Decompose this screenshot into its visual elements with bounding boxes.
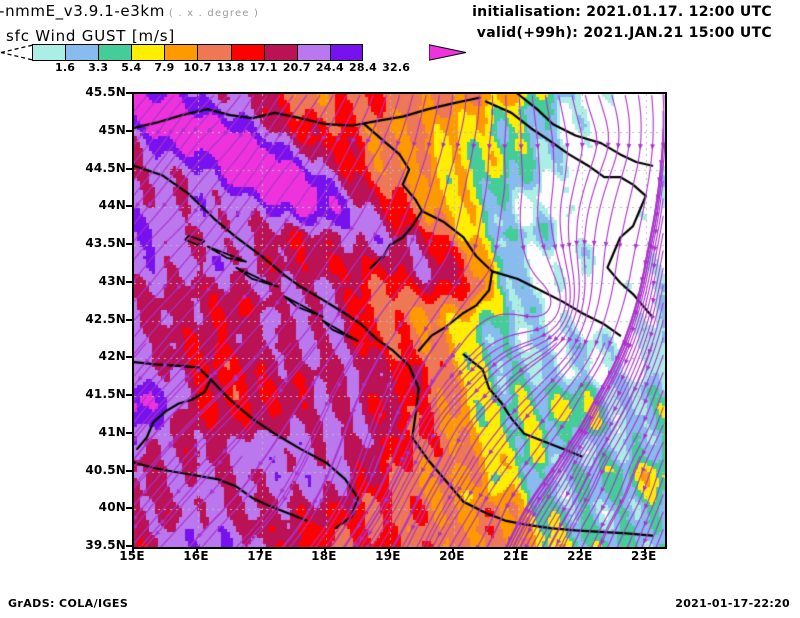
y-tick-44.5N: 44.5N (85, 160, 126, 175)
colorbar-band-6 (230, 44, 264, 61)
y-tick-mark-42.5N (126, 318, 132, 321)
y-tick-45.5N: 45.5N (85, 85, 126, 99)
y-tick-42N: 42N (98, 349, 126, 364)
x-tick-mark-18E (323, 547, 326, 553)
y-tick-mark-39.5N (126, 545, 132, 547)
colorbar-band-9 (329, 44, 363, 61)
colorbar-swatches (32, 44, 363, 61)
grads-credit: GrADS: COLA/IGES (8, 597, 129, 610)
field-label: sfc Wind GUST [m/s] (6, 27, 176, 45)
x-tick-21E: 21E (503, 549, 529, 563)
y-tick-41.5N: 41.5N (85, 387, 126, 401)
colorbar-band-1 (65, 44, 99, 61)
y-tick-42.5N: 42.5N (85, 311, 126, 326)
colorbar-tick-24.4: 24.4 (315, 61, 344, 74)
map-plot-area (132, 92, 667, 549)
x-tick-mark-19E (387, 547, 390, 553)
colorbar-band-7 (263, 44, 297, 61)
initialisation-time: initialisation: 2021.01.17. 12:00 UTC (472, 4, 772, 20)
y-axis-tick-labels: 39.5N 40N 40.5N 41N 41.5N 42N 42.5N 43N 43.5N 44N… (62, 85, 126, 552)
x-tick-mark-21E (515, 547, 518, 553)
x-tick-20E: 20E (439, 549, 465, 563)
x-tick-mark-22E (579, 547, 582, 553)
y-tick-mark-44.5N (126, 167, 132, 170)
y-tick-mark-41.5N (126, 394, 132, 396)
y-tick-40.5N: 40.5N (85, 462, 126, 477)
colorbar-tick-32.6: 32.6 (382, 61, 411, 74)
model-title-text: f-nmmE_v3.9.1-e3km (0, 2, 165, 20)
colorbar-band-2 (98, 44, 132, 61)
y-tick-mark-40N (126, 507, 132, 510)
colorbar-band-3 (131, 44, 165, 61)
colorbar-tick-28.4: 28.4 (349, 61, 377, 74)
y-tick-mark-45.5N (126, 92, 132, 94)
valid-time: valid(+99h): 2021.JAN.21 15:00 UTC (476, 25, 772, 41)
y-tick-mark-43.5N (126, 243, 132, 245)
x-tick-22E: 22E (567, 549, 593, 563)
x-tick-19E: 19E (375, 549, 401, 563)
colorbar-tick-17.1: 17.1 (249, 61, 278, 74)
x-tick-15E: 15E (119, 549, 145, 563)
x-tick-17E: 17E (247, 549, 273, 563)
x-tick-16E: 16E (183, 549, 209, 563)
colorbar-tick-20.7: 20.7 (282, 61, 311, 74)
y-tick-43.5N: 43.5N (85, 236, 126, 250)
colorbar-above-max-arrow (429, 44, 467, 61)
y-tick-mark-42N (126, 356, 132, 359)
colorbar-band-0 (32, 44, 66, 61)
colorbar-band-8 (296, 44, 330, 61)
colorbar-band-5 (197, 44, 231, 61)
x-tick-23E: 23E (631, 549, 657, 563)
render-timestamp: 2021-01-17-22:20 (675, 597, 790, 610)
y-tick-mark-40.5N (126, 469, 132, 472)
wind-gust-field (134, 94, 665, 547)
x-tick-mark-20E (451, 547, 454, 553)
y-tick-40N: 40N (98, 500, 126, 515)
y-tick-39.5N: 39.5N (85, 538, 126, 552)
y-tick-41N: 41N (98, 424, 126, 439)
model-grid-note: ( . x . degree ) (168, 8, 260, 19)
colorbar-tick-3.3: 3.3 (88, 61, 109, 74)
model-title: f-nmmE_v3.9.1-e3km( . x . degree ) (0, 2, 259, 20)
y-tick-mark-44N (126, 205, 132, 208)
x-axis-tick-labels: 15E 16E 17E 18E 19E 20E 21E 22E 23E (119, 549, 663, 569)
x-tick-mark-15E (132, 547, 134, 553)
y-tick-mark-41N (126, 431, 132, 434)
y-tick-45N: 45N (98, 122, 126, 137)
y-tick-44N: 44N (98, 198, 126, 213)
x-tick-mark-16E (195, 547, 198, 553)
x-tick-mark-23E (643, 547, 646, 553)
colorbar-tick-10.7: 10.7 (183, 61, 212, 74)
x-tick-mark-17E (259, 547, 262, 553)
y-tick-mark-45N (126, 129, 132, 132)
y-tick-mark-43N (126, 280, 132, 283)
colorbar-tick-7.9: 7.9 (154, 61, 175, 74)
colorbar-tick-5.4: 5.4 (121, 61, 142, 74)
colorbar-tick-13.8: 13.8 (216, 61, 245, 74)
x-tick-18E: 18E (311, 549, 337, 563)
colorbar-below-min-arrow (0, 44, 34, 61)
colorbar-band-4 (164, 44, 198, 61)
colorbar: 1.6 3.3 5.4 7.9 10.7 13.8 17.1 20.7 24.4 28.4 32.6 (0, 44, 470, 76)
y-tick-43N: 43N (98, 273, 126, 288)
colorbar-tick-1.6: 1.6 (55, 61, 76, 74)
